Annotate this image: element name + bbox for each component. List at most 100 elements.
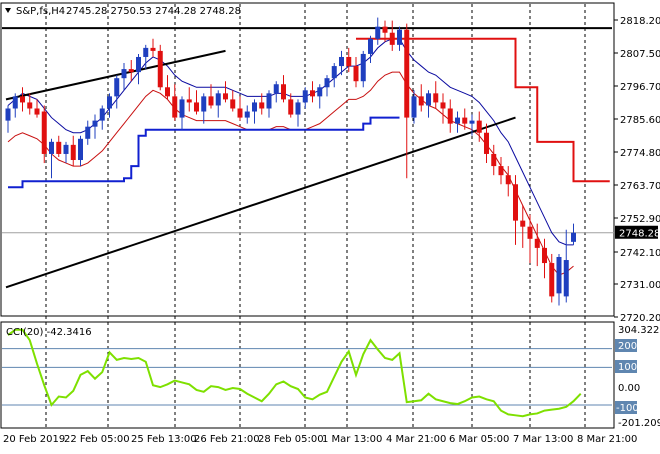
candle-body[interactable]: [12, 96, 18, 109]
candle-body[interactable]: [85, 126, 91, 139]
candle-body[interactable]: [476, 120, 482, 133]
cci-line[interactable]: [7, 328, 582, 418]
candle-body[interactable]: [99, 108, 105, 121]
time-label: 7 Mar 13:00: [513, 434, 573, 445]
candle-body[interactable]: [41, 111, 47, 154]
candle-body[interactable]: [382, 26, 388, 33]
cci-axis: 304.3221 200 100 0.00 -100 -201.2093: [615, 325, 660, 429]
candle-body[interactable]: [157, 50, 163, 88]
candle-body[interactable]: [63, 144, 69, 154]
candle-body[interactable]: [92, 120, 98, 127]
candle-body[interactable]: [302, 90, 308, 103]
candle-body[interactable]: [542, 247, 547, 264]
candle-body[interactable]: [150, 47, 156, 51]
candle-body[interactable]: [295, 102, 301, 115]
candle-body[interactable]: [266, 93, 272, 109]
candle-body[interactable]: [505, 175, 511, 185]
price-tick: 2720.20: [620, 313, 660, 324]
candle-body[interactable]: [20, 96, 25, 103]
candle-body[interactable]: [121, 69, 127, 79]
support-step-line[interactable]: [8, 116, 400, 189]
candle-body[interactable]: [259, 102, 265, 109]
candle-body[interactable]: [433, 93, 439, 103]
trailing-stop-line[interactable]: [356, 37, 610, 183]
candle-body[interactable]: [136, 56, 141, 73]
candle-body[interactable]: [513, 184, 518, 221]
channel-top-line[interactable]: [5, 49, 226, 101]
candle-body[interactable]: [237, 108, 243, 118]
candle-body[interactable]: [223, 93, 228, 100]
cci-tick: -100: [616, 403, 639, 414]
candle-body[interactable]: [549, 263, 555, 297]
candle-body[interactable]: [520, 220, 526, 227]
candle-body[interactable]: [469, 120, 475, 124]
candle-body[interactable]: [49, 141, 54, 154]
time-label: 26 Feb 21:00: [194, 434, 260, 445]
candle-body[interactable]: [114, 78, 120, 97]
dropdown-triangle-icon[interactable]: [5, 8, 11, 13]
candle-body[interactable]: [281, 84, 286, 100]
candle-body[interactable]: [404, 29, 410, 118]
price-tick: 2818.20: [620, 16, 660, 27]
candle-body[interactable]: [78, 138, 83, 161]
candle-body[interactable]: [215, 93, 221, 106]
candle-body[interactable]: [556, 256, 562, 294]
candle-body[interactable]: [143, 47, 149, 57]
time-label: 25 Feb 13:00: [131, 434, 197, 445]
candle-body[interactable]: [360, 53, 366, 82]
candle-body[interactable]: [462, 117, 468, 124]
candle-body[interactable]: [128, 69, 134, 73]
candle-body[interactable]: [447, 108, 453, 124]
candle-body[interactable]: [498, 166, 504, 176]
candle-body[interactable]: [252, 102, 257, 112]
cci-tick: 200: [618, 341, 637, 352]
candle-body[interactable]: [426, 93, 431, 106]
candle-body[interactable]: [484, 132, 489, 154]
price-tick: 2763.70: [620, 181, 660, 192]
candle-body[interactable]: [165, 87, 170, 97]
candle-body[interactable]: [288, 99, 294, 115]
candle-body[interactable]: [70, 144, 76, 161]
candle-body[interactable]: [310, 90, 315, 97]
candle-body[interactable]: [346, 56, 352, 67]
candle-body[interactable]: [491, 153, 497, 167]
candle-body[interactable]: [455, 117, 460, 124]
candle-body[interactable]: [571, 232, 576, 242]
ohlc-values: 2745.28 2750.53 2744.28 2748.28: [66, 6, 241, 17]
candle-body[interactable]: [107, 96, 112, 109]
candle-body[interactable]: [208, 96, 214, 106]
candle-body[interactable]: [317, 87, 323, 97]
candle-body[interactable]: [389, 32, 395, 45]
candle-body[interactable]: [534, 238, 540, 248]
trend-line[interactable]: [5, 116, 516, 289]
candle-body[interactable]: [56, 141, 62, 154]
candle-body[interactable]: [273, 84, 279, 94]
candle-body[interactable]: [244, 111, 250, 118]
cci-level-tag: [615, 401, 637, 414]
candle-body[interactable]: [411, 96, 417, 118]
candle-body[interactable]: [27, 102, 33, 109]
candle-body[interactable]: [179, 99, 185, 118]
candle-body[interactable]: [339, 56, 344, 67]
candle-body[interactable]: [397, 29, 402, 45]
cci-level-tag: [615, 339, 637, 352]
candle-body[interactable]: [375, 26, 381, 39]
candle-body[interactable]: [194, 102, 199, 112]
cci-tick: -201.2093: [618, 418, 660, 429]
candle-body[interactable]: [368, 38, 373, 54]
candle-body[interactable]: [527, 226, 533, 239]
candle-body[interactable]: [230, 99, 236, 109]
candle-body[interactable]: [324, 78, 330, 88]
candle-body[interactable]: [201, 96, 207, 112]
candle-body[interactable]: [186, 99, 192, 103]
candle-body[interactable]: [418, 96, 424, 106]
candle-body[interactable]: [172, 96, 178, 118]
candle-body[interactable]: [331, 66, 337, 79]
candle-body[interactable]: [34, 108, 40, 115]
candle-body[interactable]: [5, 108, 11, 121]
candle-body[interactable]: [563, 260, 569, 297]
candle-body[interactable]: [353, 66, 359, 82]
candle-body[interactable]: [440, 102, 446, 109]
